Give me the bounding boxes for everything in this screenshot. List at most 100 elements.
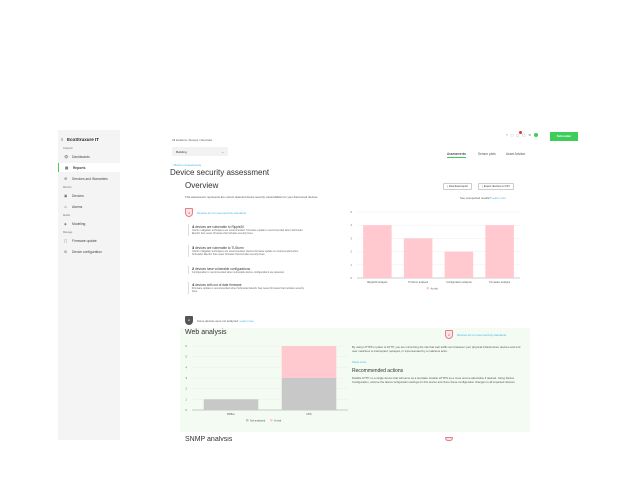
chat-icon[interactable]: ◯	[522, 133, 526, 137]
show-more-link[interactable]: Show more	[352, 360, 367, 364]
tab-asset-advisor[interactable]: Asset Advisor	[506, 152, 526, 156]
y-tick-label: 5	[186, 355, 188, 359]
finding-item: 3 devices are vulnerable to TLStorm Inter…	[188, 245, 308, 257]
not-analyzed-learn-more[interactable]: Learn more	[239, 319, 254, 323]
finding-detail: Firmware update is recommended when Schn…	[192, 287, 304, 294]
bar-not-analyzed	[281, 378, 337, 410]
finding-title: devices with out of date firmware	[195, 283, 242, 287]
shield-info-icon: ●	[185, 316, 193, 325]
sidebar-item-label: Devices	[72, 193, 84, 198]
settings-icon[interactable]: ⚙	[528, 133, 532, 137]
y-tick-label: 6	[186, 344, 188, 348]
snmp-shield-icon	[445, 437, 453, 441]
bar-at-risk	[363, 225, 392, 278]
y-tick-label: 3	[186, 376, 188, 380]
device-icon: ▣	[64, 193, 68, 198]
notifications-icon[interactable]: ◻	[517, 131, 522, 137]
overview-title: Overview	[185, 181, 219, 190]
bar-at-risk	[485, 225, 514, 278]
sidebar-item-label: Alarms	[72, 204, 83, 209]
breadcrumb: All locations / Europe / Denmark	[172, 138, 213, 142]
breadcrumb-all-locations[interactable]: All locations	[172, 138, 187, 142]
alarm-icon: ⚠	[64, 204, 68, 209]
sidebar-item-label: Modeling	[72, 221, 86, 226]
export-csv-button[interactable]: ⤓ Export devices to CSV	[478, 183, 514, 190]
sidebar-item-devices[interactable]: ▣ Devices	[58, 191, 120, 200]
sidebar-item-services-and-warranties[interactable]: ⚒ Services and Warranties	[58, 174, 120, 183]
not-analyzed-note: Some devices were not analyzed. Learn mo…	[197, 319, 254, 323]
sidebar-section-label: Analysis	[63, 147, 73, 150]
menu-icon[interactable]: ≡	[61, 137, 64, 142]
overview-description: This assessment represents the current d…	[185, 195, 319, 199]
tab-sensor-plots[interactable]: Sensor plots	[478, 152, 496, 156]
download-report-button[interactable]: ⤓ Download report	[443, 183, 472, 190]
y-tick-label: 5	[351, 210, 353, 214]
legend-swatch	[270, 419, 273, 422]
sidebar-item-label: Reports	[73, 165, 86, 170]
finding-item: 4 devices with out of date firmware Firmw…	[188, 282, 308, 294]
y-tick-label: 3	[351, 236, 353, 240]
y-tick-label: 0	[351, 276, 353, 280]
wrench-icon: ⚒	[64, 176, 68, 181]
tab-assessments[interactable]: Assessments	[447, 152, 466, 158]
sidebar-item-reports[interactable]: ▤ Reports	[58, 163, 120, 172]
overview-chart: 0 1 2 3 4 5 Ripple20 analysis TLStorm analysis C…	[351, 210, 520, 290]
schneider-brand-button[interactable]: Schneider	[550, 132, 578, 141]
x-tick-label: PM5LL	[227, 412, 236, 416]
sidebar-item-dashboards[interactable]: 👁 Dashboards	[58, 152, 120, 161]
web-status-link[interactable]: Devices do not meet security standards	[457, 333, 506, 337]
legend-label: At risk	[274, 418, 282, 422]
location-select[interactable]: Building ⌄	[172, 147, 228, 156]
clipboard-icon[interactable]: ▢	[510, 133, 514, 137]
web-description: By using HTTPS in place of HTTP, you are…	[352, 345, 521, 353]
location-select-value: Building	[176, 150, 187, 154]
sidebar: ≡ EcoStruxure IT Analysis 👁 Dashboards ▤ Rep…	[58, 130, 120, 440]
unexpected-results: See unexpected results? Learn more	[460, 196, 506, 200]
back-link[interactable]: < Back to Assessments	[172, 163, 201, 167]
sidebar-item-firmware-update[interactable]: ▢ Firmware update	[58, 236, 120, 245]
overview-status-link[interactable]: Devices do not meet security standards	[197, 211, 246, 215]
sidebar-item-label: Firmware update	[72, 238, 97, 243]
sidebar-item-alarms[interactable]: ⚠ Alarms	[58, 202, 120, 211]
sidebar-item-modeling[interactable]: ◈ Modeling	[58, 219, 120, 228]
recommended-actions-text: Disable HTTP on a single device that wil…	[352, 376, 516, 384]
y-tick-label: 2	[186, 387, 188, 391]
y-tick-label: 2	[351, 250, 353, 254]
legend-label: At risk	[431, 286, 439, 290]
recommended-actions-title: Recommended actions	[352, 368, 404, 374]
breadcrumb-europe[interactable]: Europe	[189, 138, 199, 142]
y-tick-label: 1	[351, 263, 353, 267]
help-icon[interactable]: ?	[506, 133, 508, 137]
sidebar-section-label: Manage	[63, 231, 73, 234]
finding-detail: Configuration is recommended when vulner…	[192, 271, 285, 274]
sidebar-item-device-configuration[interactable]: ⚙ Device configuration	[58, 247, 120, 256]
web-analysis-title: Web analysis	[185, 329, 227, 336]
sidebar-item-label: Dashboards	[72, 154, 90, 159]
eye-icon: 👁	[64, 154, 69, 159]
legend-swatch	[426, 287, 429, 290]
firmware-icon: ▢	[64, 238, 68, 243]
y-tick-label: 4	[351, 223, 353, 227]
sidebar-item-label: Device configuration	[72, 249, 102, 254]
sidebar-item-label: Services and Warranties	[72, 176, 108, 181]
finding-title: devices have vulnerable configurations	[195, 267, 251, 271]
web-analysis-panel	[180, 328, 530, 432]
sidebar-section-label: Monitor	[63, 186, 72, 189]
shield-warning-icon: 4	[185, 208, 193, 217]
finding-detail: Interim mitigation techniques are recomm…	[192, 250, 299, 257]
snmp-analysis-title: SNMP analysis	[185, 436, 233, 441]
config-icon: ⚙	[64, 249, 68, 254]
breadcrumb-denmark[interactable]: Denmark	[200, 138, 213, 142]
chevron-down-icon: ⌄	[221, 150, 224, 154]
sidebar-section-label: Model	[63, 214, 71, 217]
page-title: Device security assessment	[170, 168, 270, 177]
report-icon: ▤	[65, 165, 69, 170]
finding-item: 2 devices have vulnerable configurations…	[188, 266, 308, 275]
y-tick-label: 1	[186, 397, 188, 401]
finding-title: devices are vulnerable to TLStorm	[195, 246, 244, 250]
web-shield-warning-icon: 2	[445, 330, 453, 339]
finding-item: 4 devices are vulnerable to Ripple20 Inte…	[188, 224, 308, 236]
learn-more-link[interactable]: Learn more	[491, 196, 506, 200]
bar-at-risk	[444, 251, 474, 278]
logo: EcoStruxure IT	[67, 137, 100, 142]
